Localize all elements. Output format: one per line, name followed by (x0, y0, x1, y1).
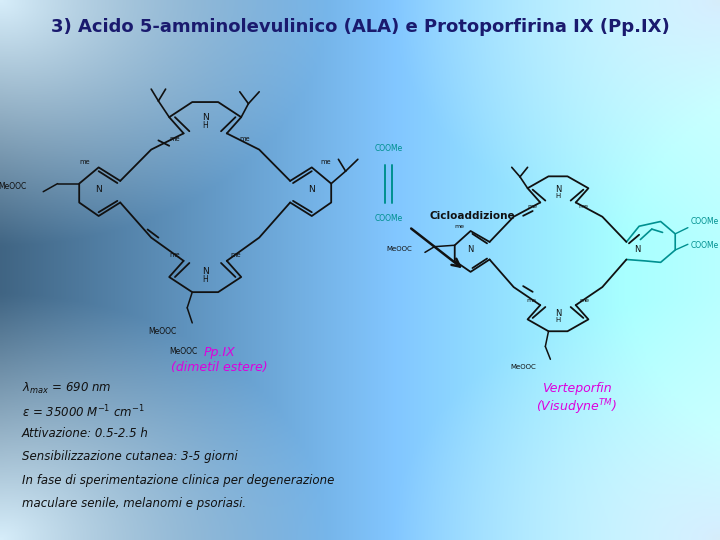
Text: me: me (240, 136, 250, 143)
Text: COOMe: COOMe (691, 241, 719, 249)
Text: me: me (170, 252, 180, 259)
Text: me: me (578, 204, 588, 209)
Text: me: me (528, 204, 538, 209)
Text: COOMe: COOMe (374, 214, 403, 223)
Text: me: me (321, 159, 331, 165)
Text: N: N (95, 185, 102, 193)
Text: In fase di sperimentazione clinica per degenerazione: In fase di sperimentazione clinica per d… (22, 474, 334, 487)
Text: N: N (634, 246, 640, 254)
Text: H: H (202, 275, 208, 284)
Text: me: me (170, 136, 180, 143)
Text: maculare senile, melanomi e psoriasi.: maculare senile, melanomi e psoriasi. (22, 497, 246, 510)
Text: N: N (308, 185, 315, 193)
Text: $\varepsilon$ = 35000 M$^{-1}$ cm$^{-1}$: $\varepsilon$ = 35000 M$^{-1}$ cm$^{-1}$ (22, 404, 144, 421)
Text: COOMe: COOMe (374, 144, 403, 153)
Text: Attivazione: 0.5-2.5 h: Attivazione: 0.5-2.5 h (22, 427, 148, 440)
Text: Sensibilizzazione cutanea: 3-5 giorni: Sensibilizzazione cutanea: 3-5 giorni (22, 450, 238, 463)
Text: N: N (202, 267, 209, 276)
Text: me: me (526, 298, 536, 303)
Text: H: H (555, 193, 561, 199)
Text: H: H (202, 121, 208, 130)
Text: N: N (555, 309, 561, 318)
Text: COOMe: COOMe (691, 217, 719, 226)
Text: N: N (467, 246, 474, 254)
Text: me: me (580, 298, 590, 303)
Text: MeOOC: MeOOC (170, 347, 198, 355)
Text: N: N (202, 113, 209, 122)
Text: me: me (230, 252, 240, 259)
Text: N: N (555, 185, 561, 194)
Text: me: me (79, 159, 89, 165)
Text: H: H (555, 317, 561, 323)
Text: Pp.IX
(dimetil estere): Pp.IX (dimetil estere) (171, 346, 268, 374)
Text: MeOOC: MeOOC (387, 246, 413, 252)
Text: Cicloaddizione: Cicloaddizione (429, 211, 515, 221)
Text: 3) Acido 5-amminolevulinico (ALA) e Protoporfirina IX (Pp.IX): 3) Acido 5-amminolevulinico (ALA) e Prot… (50, 18, 670, 36)
Text: MeOOC: MeOOC (0, 182, 27, 191)
Text: me: me (455, 224, 465, 229)
Text: MeOOC: MeOOC (148, 327, 176, 335)
Text: Verteporfin
(Visudyne$^{TM}$): Verteporfin (Visudyne$^{TM}$) (536, 382, 618, 417)
Text: MeOOC: MeOOC (510, 364, 536, 370)
Text: $\lambda_{max}$ = 690 nm: $\lambda_{max}$ = 690 nm (22, 381, 111, 396)
